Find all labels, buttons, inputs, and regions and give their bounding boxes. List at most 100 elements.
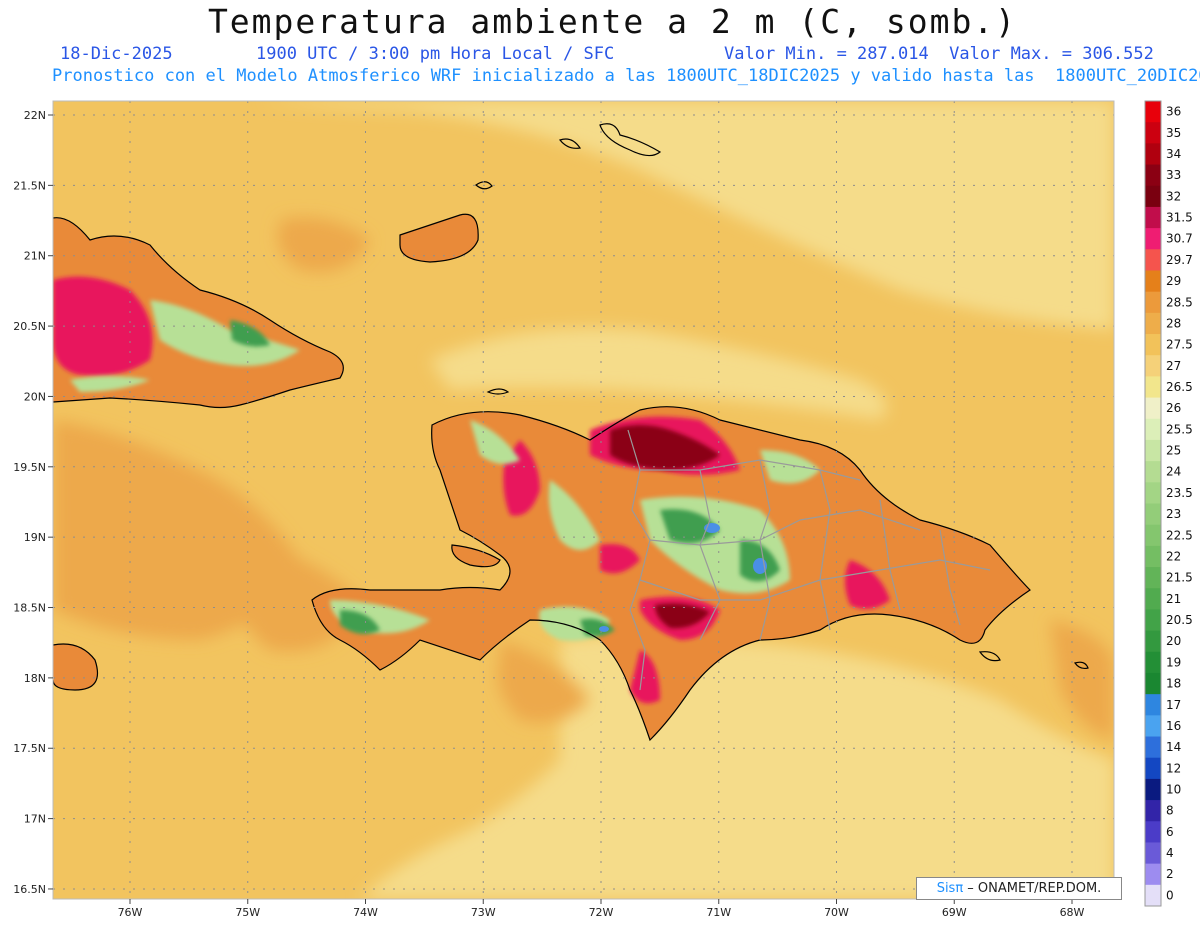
colorbar-label: 23.5	[1166, 486, 1193, 500]
colorbar-label: 29	[1166, 274, 1181, 288]
lat-label: 21N	[24, 250, 46, 263]
colorbar-swatch	[1145, 143, 1161, 166]
colorbar-label: 25.5	[1166, 422, 1193, 436]
colorbar-label: 10	[1166, 782, 1181, 796]
colorbar-swatch	[1145, 694, 1161, 716]
colorbar-swatch	[1145, 588, 1161, 610]
colorbar-label: 22.5	[1166, 528, 1193, 542]
colorbar-label: 19	[1166, 655, 1181, 669]
colorbar-label: 17	[1166, 698, 1181, 712]
colorbar-swatch	[1145, 715, 1161, 738]
lon-label: 68W	[1060, 906, 1085, 919]
ocean-cool-zones	[260, 101, 1114, 899]
colorbar-swatch	[1145, 503, 1161, 526]
colorbar-swatch	[1145, 545, 1161, 568]
colorbar-label: 26.5	[1166, 380, 1193, 394]
colorbar-label: 32	[1166, 189, 1181, 203]
colorbar-label: 21.5	[1166, 571, 1193, 585]
colorbar-swatch	[1145, 101, 1161, 123]
colorbar-label: 36	[1166, 105, 1181, 119]
colorbar-swatch	[1145, 567, 1161, 589]
axis-ticks	[48, 114, 1073, 904]
colorbar-label: 23	[1166, 507, 1181, 521]
colorbar-swatch	[1145, 270, 1161, 293]
colorbar-swatch	[1145, 206, 1161, 229]
credit-text: – ONAMET/REP.DOM.	[963, 881, 1102, 896]
province-borders	[627, 429, 991, 691]
colorbar-swatch	[1145, 863, 1161, 886]
lon-label: 70W	[824, 906, 849, 919]
lat-label: 20N	[24, 390, 46, 403]
colorbar-label: 6	[1166, 825, 1174, 839]
lon-label: 73W	[471, 906, 496, 919]
colorbar-label: 0	[1166, 888, 1174, 902]
colorbar-frame	[1144, 100, 1162, 907]
colorbar-label: 2	[1166, 867, 1174, 881]
colorbar-swatch	[1145, 609, 1161, 632]
colorbar-swatch	[1145, 397, 1161, 420]
colorbar-label: 31.5	[1166, 211, 1193, 225]
colorbar-swatch	[1145, 842, 1161, 865]
graticule	[53, 101, 1114, 899]
lon-label: 72W	[589, 906, 614, 919]
colorbar-swatch	[1145, 800, 1161, 822]
colorbar-swatch	[1145, 672, 1161, 695]
lon-label: 71W	[706, 906, 731, 919]
colorbar-swatch	[1145, 418, 1161, 441]
colorbar-swatch	[1145, 291, 1161, 314]
colorbar-swatch	[1145, 355, 1161, 377]
colorbar-swatch	[1145, 228, 1161, 250]
colorbar-swatch	[1145, 524, 1161, 547]
colorbar-swatch	[1145, 630, 1161, 653]
colorbar-label: 4	[1166, 846, 1174, 860]
colorbar-swatch	[1145, 376, 1161, 399]
lat-label: 21.5N	[13, 179, 46, 192]
colorbar-label: 35	[1166, 126, 1181, 140]
colorbar-label: 8	[1166, 804, 1174, 818]
colorbar-swatch	[1145, 757, 1161, 780]
colorbar-label: 34	[1166, 147, 1181, 161]
map-frame	[52, 100, 1115, 900]
lat-label: 19N	[24, 531, 46, 544]
colorbar-swatch	[1145, 439, 1161, 462]
colorbar-swatch	[1145, 461, 1161, 483]
colorbar-swatch	[1145, 185, 1161, 208]
lat-label: 18N	[24, 672, 46, 685]
colorbar-label: 33	[1166, 168, 1181, 182]
colorbar-label: 12	[1166, 761, 1181, 775]
forecast-date: 18-Dic-2025	[60, 44, 173, 64]
lat-label: 17N	[24, 813, 46, 826]
colorbar-label: 27.5	[1166, 338, 1193, 352]
colorbar-label: 16	[1166, 719, 1181, 733]
colorbar-label: 24	[1166, 465, 1181, 479]
forecast-time: 1900 UTC / 3:00 pm Hora Local / SFC	[256, 44, 615, 64]
land-very-hot-zones	[610, 425, 720, 629]
colorbar-label: 14	[1166, 740, 1181, 754]
lat-label: 20.5N	[13, 320, 46, 333]
colorbar-swatch	[1145, 122, 1161, 144]
lon-label: 75W	[235, 906, 260, 919]
axis-labels: 22N 21.5N 21N 20.5N 20N 19.5N 19N 18.5N 18N 17.5N…	[13, 109, 1084, 919]
colorbar-swatch	[1145, 482, 1161, 504]
colorbar-swatch	[1145, 651, 1161, 674]
colorbar-label: 21	[1166, 592, 1181, 606]
model-description: Pronostico con el Modelo Atmosferico WRF…	[52, 66, 1200, 86]
land-cold-zones	[230, 320, 780, 637]
temperature-colorbar: 363534333231.530.729.72928.52827.52726.5…	[1144, 100, 1193, 907]
min-max-values: Valor Min. = 287.014 Valor Max. = 306.55…	[724, 44, 1154, 64]
map-plot-area	[53, 101, 1114, 899]
colorbar-swatch	[1145, 884, 1161, 907]
map-title: Temperatura ambiente a 2 m (C, somb.)	[207, 2, 1018, 41]
lat-label: 18.5N	[13, 602, 46, 615]
colorbar-label: 27	[1166, 359, 1181, 373]
sispi-logo: Sisπ	[936, 881, 964, 896]
colorbar-label: 30.7	[1166, 232, 1193, 246]
lat-label: 19.5N	[13, 461, 46, 474]
colorbar-label: 22	[1166, 549, 1181, 563]
colorbar-swatch	[1145, 778, 1161, 801]
colorbar-swatch	[1145, 249, 1161, 271]
lake-spot	[599, 626, 609, 632]
colorbar-label: 28.5	[1166, 295, 1193, 309]
colorbar-label: 25	[1166, 444, 1181, 458]
